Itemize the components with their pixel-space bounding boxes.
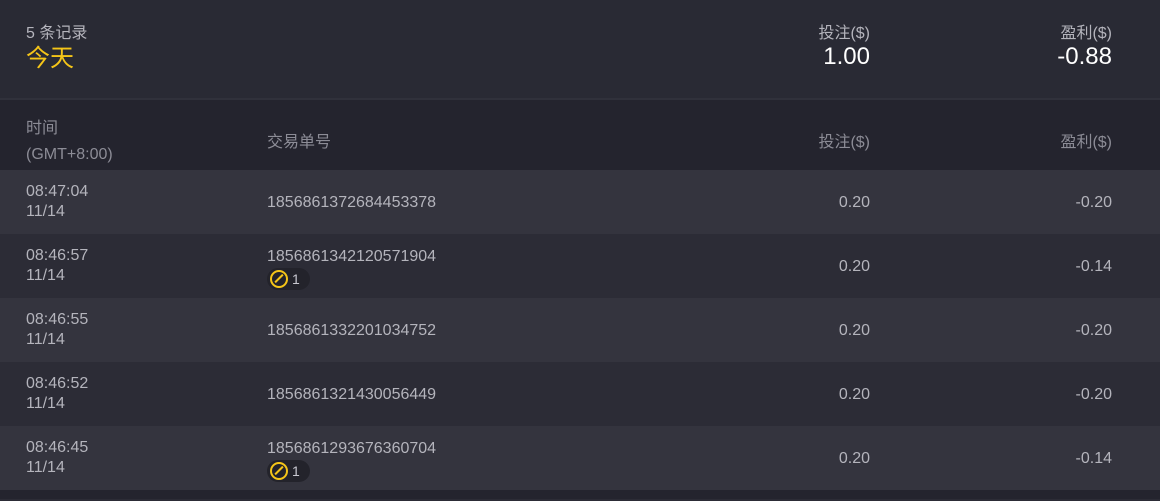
spin-icon (270, 270, 288, 288)
table-row[interactable]: 08:46:52 11/14 1856861321430056449 0.20 -… (0, 362, 1160, 426)
row-bet: 0.20 (838, 322, 870, 339)
row-order-id[interactable]: 1856861372684453378 (267, 194, 437, 211)
row-time: 08:46:57 (26, 247, 89, 264)
free-spin-badge[interactable]: 1 (267, 460, 310, 482)
row-date: 11/14 (26, 267, 65, 284)
spin-icon (270, 462, 288, 480)
profit-total-value: -0.88 (1057, 43, 1112, 70)
header-time-label: 时间 (26, 120, 59, 137)
header-bet: 投注($) (818, 134, 870, 151)
badge-count: 1 (292, 271, 300, 287)
row-time: 08:46:52 (26, 375, 89, 392)
bet-total-label: 投注($) (818, 25, 870, 42)
bet-total: 投注($) 1.00 (818, 0, 870, 71)
table-header: 时间 (GMT+8:00) 交易单号 投注($) 盈利($) (0, 100, 1160, 170)
row-order-id[interactable]: 1856861293676360704 (267, 440, 437, 457)
table-body: 08:47:04 11/14 1856861372684453378 0.20 -… (0, 170, 1160, 490)
row-time: 08:46:45 (26, 439, 89, 456)
free-spin-badge[interactable]: 1 (267, 268, 310, 290)
table-footer (0, 490, 1160, 499)
row-date: 11/14 (26, 395, 65, 412)
row-datetime: 08:46:45 11/14 (26, 438, 88, 478)
row-date: 11/14 (26, 203, 65, 220)
table-row[interactable]: 08:46:55 11/14 1856861332201034752 0.20 -… (0, 298, 1160, 362)
profit-total-label: 盈利($) (1060, 25, 1112, 42)
header-timezone: (GMT+8:00) (26, 146, 113, 163)
row-order-id[interactable]: 1856861342120571904 (267, 248, 437, 265)
row-order: 1856861372684453378 (267, 194, 436, 212)
row-bet: 0.20 (838, 194, 870, 211)
row-order: 1856861342120571904 1 (267, 248, 436, 293)
row-date: 11/14 (26, 459, 65, 476)
row-datetime: 08:47:04 11/14 (26, 182, 88, 222)
table-row[interactable]: 08:47:04 11/14 1856861372684453378 0.20 -… (0, 170, 1160, 234)
row-datetime: 08:46:55 11/14 (26, 310, 88, 350)
header-order: 交易单号 (267, 134, 332, 151)
row-order: 1856861293676360704 1 (267, 440, 436, 485)
record-count: 5 条记录 (26, 25, 88, 42)
row-profit: -0.20 (1075, 194, 1112, 211)
row-profit: -0.14 (1075, 258, 1112, 275)
row-order-id[interactable]: 1856861321430056449 (267, 386, 437, 403)
row-time: 08:47:04 (26, 183, 89, 200)
row-order: 1856861321430056449 (267, 386, 436, 404)
badge-count: 1 (292, 463, 300, 479)
row-time: 08:46:55 (26, 311, 89, 328)
row-datetime: 08:46:52 11/14 (26, 374, 88, 414)
row-bet: 0.20 (838, 258, 870, 275)
summary-panel: 5 条记录 今天 投注($) 1.00 盈利($) -0.88 (0, 0, 1160, 100)
table-row[interactable]: 08:46:57 11/14 1856861342120571904 1 0.20 … (0, 234, 1160, 298)
table-row[interactable]: 08:46:45 11/14 1856861293676360704 1 0.20 … (0, 426, 1160, 490)
row-bet: 0.20 (838, 386, 870, 403)
row-datetime: 08:46:57 11/14 (26, 246, 88, 286)
row-order: 1856861332201034752 (267, 322, 436, 340)
header-time: 时间 (GMT+8:00) (26, 116, 113, 168)
bet-total-value: 1.00 (823, 43, 870, 70)
period-label[interactable]: 今天 (26, 45, 74, 72)
row-profit: -0.20 (1075, 386, 1112, 403)
row-order-id[interactable]: 1856861332201034752 (267, 322, 437, 339)
row-profit: -0.20 (1075, 322, 1112, 339)
profit-total: 盈利($) -0.88 (1057, 0, 1112, 71)
row-date: 11/14 (26, 331, 65, 348)
row-profit: -0.14 (1075, 450, 1112, 467)
row-bet: 0.20 (838, 450, 870, 467)
header-profit: 盈利($) (1060, 134, 1112, 151)
